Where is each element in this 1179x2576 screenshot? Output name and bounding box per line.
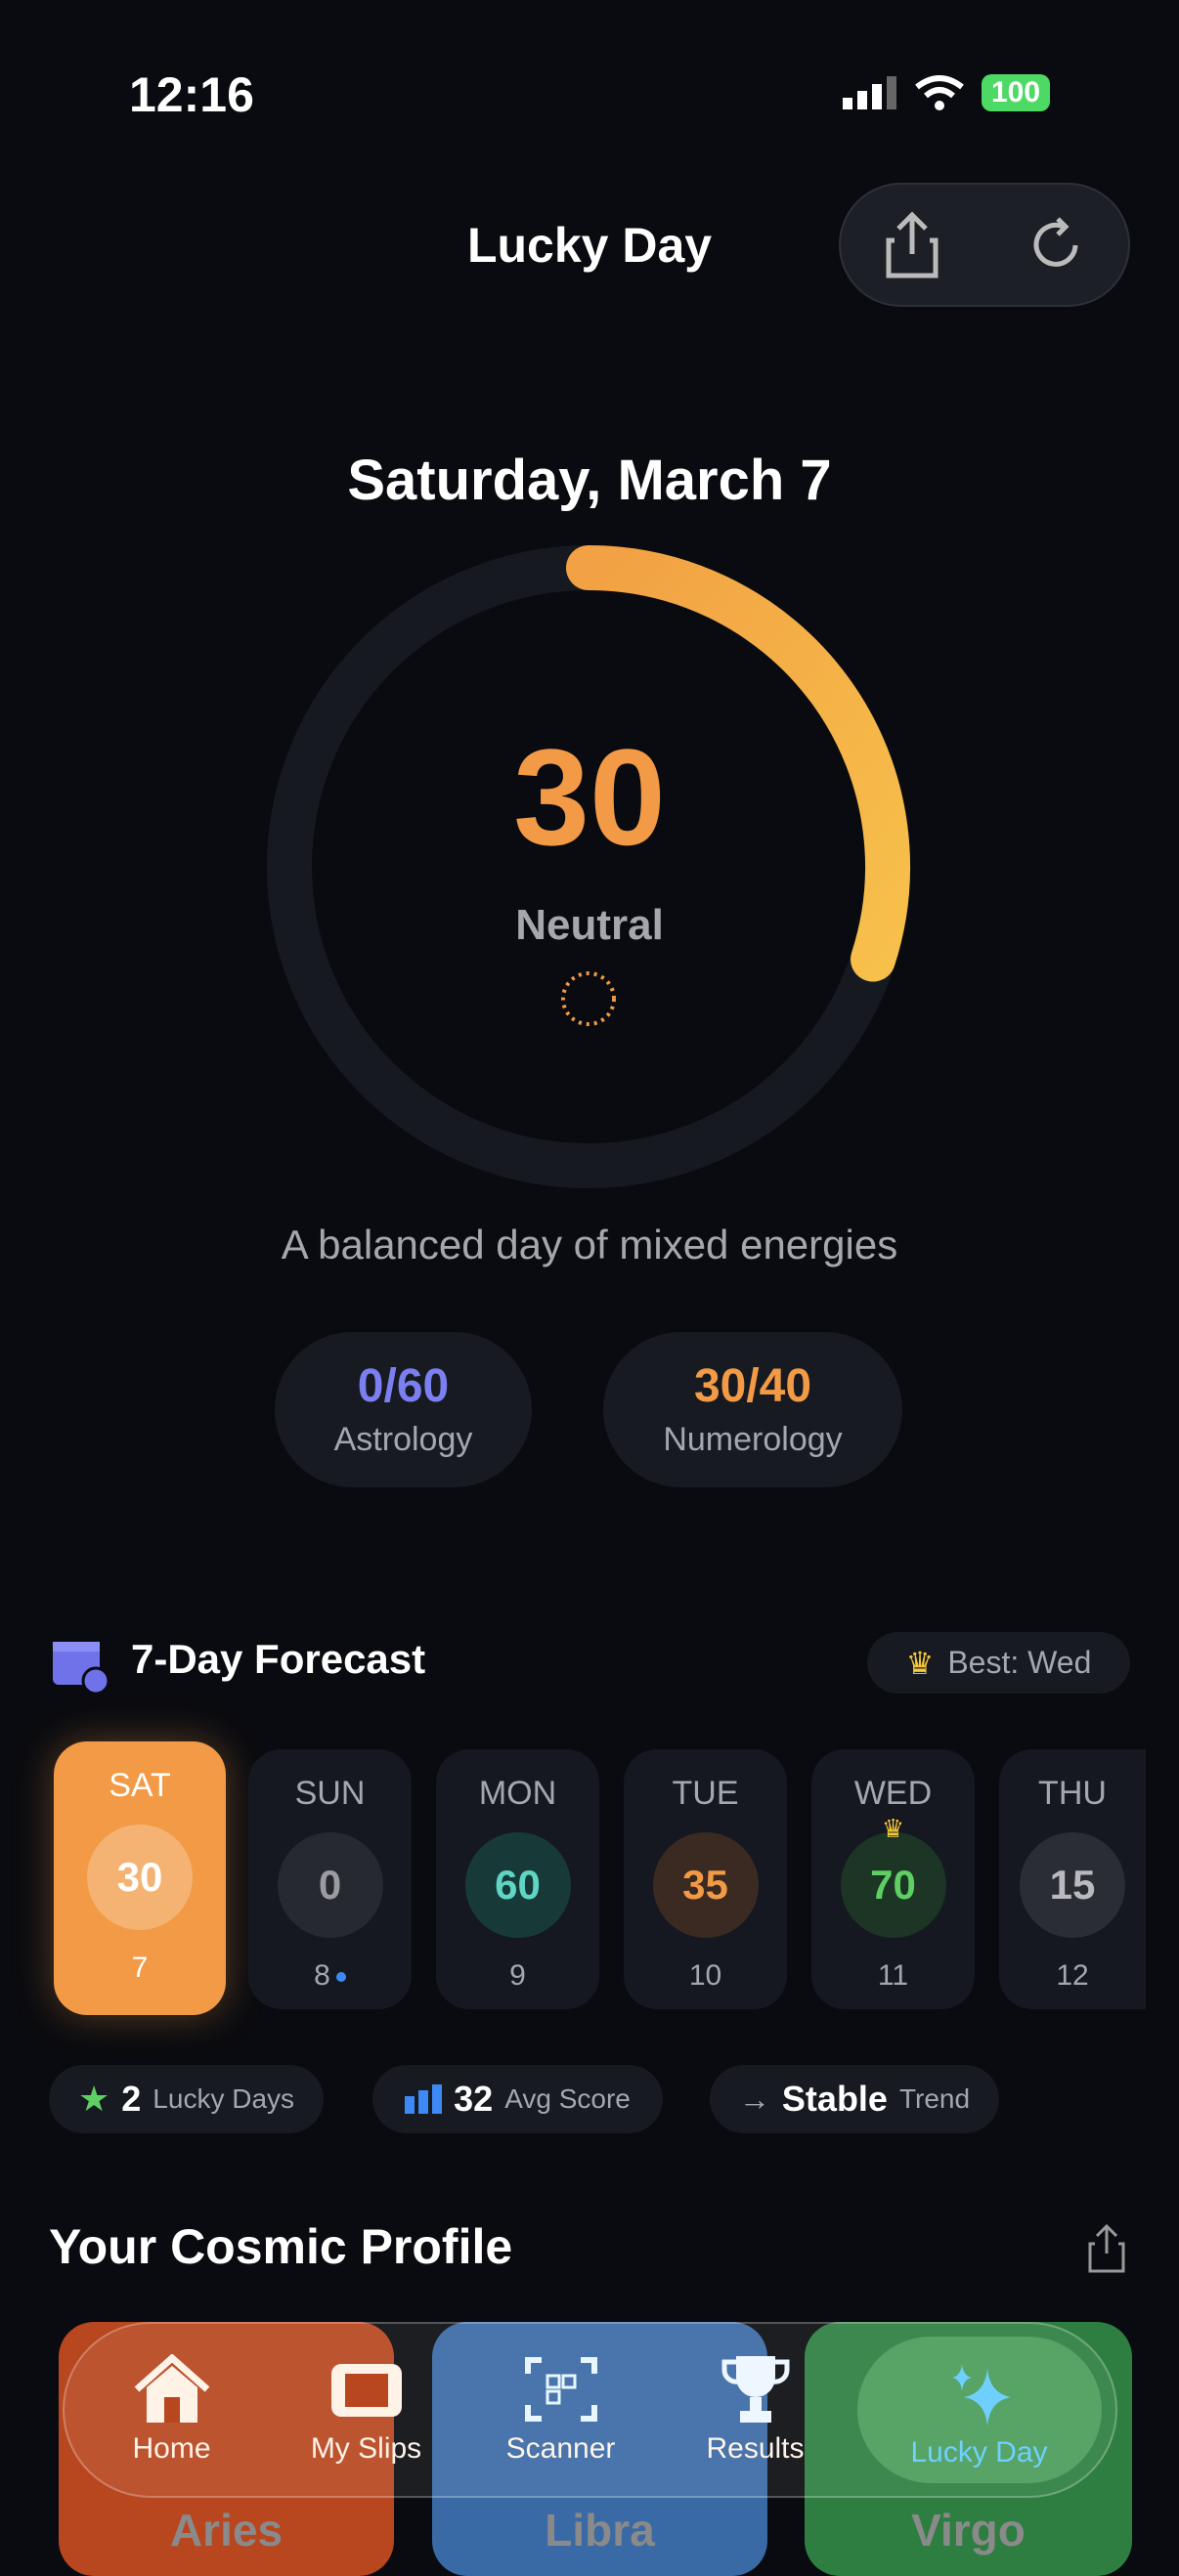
header-actions bbox=[839, 183, 1130, 307]
forecast-day-wed[interactable]: WED ♛ 70 11 bbox=[811, 1749, 975, 2009]
astrology-label: Astrology bbox=[333, 1421, 473, 1458]
mood-label: Neutral bbox=[515, 901, 664, 949]
calendar-icon bbox=[53, 1642, 110, 1695]
trophy-icon bbox=[720, 2356, 790, 2423]
stat-avg-score: 32 Avg Score bbox=[372, 2065, 663, 2133]
best-day-label: Best: Wed bbox=[947, 1645, 1092, 1680]
stat-label: Trend bbox=[898, 2083, 971, 2114]
status-icons: 100 bbox=[843, 74, 1051, 111]
ring-progress bbox=[566, 545, 910, 982]
score-value: 30 bbox=[513, 720, 666, 874]
day-date: 11 bbox=[877, 1959, 909, 1992]
day-date: 10 bbox=[688, 1959, 722, 1992]
bar-chart-icon bbox=[405, 2084, 443, 2114]
stat-trend: → Stable Trend bbox=[710, 2065, 999, 2133]
sparkles-icon bbox=[951, 2364, 1011, 2426]
page-title: Lucky Day bbox=[466, 218, 713, 273]
status-time: 12:16 bbox=[129, 67, 254, 122]
day-score: 0 bbox=[277, 1832, 383, 1938]
loading-circle-icon bbox=[561, 971, 616, 1026]
day-date: 8 bbox=[248, 1959, 412, 1993]
stat-label: Avg Score bbox=[504, 2083, 631, 2114]
forecast-day-sat[interactable]: SAT 30 7 bbox=[54, 1741, 226, 2015]
today-date: Saturday, March 7 bbox=[347, 449, 832, 512]
numerology-label: Numerology bbox=[663, 1421, 843, 1458]
forecast-day-thu[interactable]: THU 15 12 bbox=[999, 1749, 1146, 2009]
sign-name: Aries bbox=[169, 2505, 284, 2555]
day-score: 30 bbox=[87, 1825, 193, 1930]
astrology-score: 0/60 Astrology bbox=[275, 1332, 532, 1487]
signal-icon bbox=[843, 76, 896, 109]
numerology-score: 30/40 Numerology bbox=[603, 1332, 902, 1487]
tab-my-slips[interactable]: My Slips bbox=[274, 2337, 459, 2483]
day-date: 9 bbox=[509, 1959, 526, 1992]
day-date: 12 bbox=[1056, 1959, 1089, 1992]
profile-card-aries[interactable]: Aries bbox=[59, 2322, 394, 2576]
day-name: SAT bbox=[109, 1767, 171, 1804]
share-button[interactable] bbox=[883, 210, 941, 279]
astrology-value: 0/60 bbox=[357, 1360, 450, 1412]
stat-lucky-days: ★ 2 Lucky Days bbox=[49, 2065, 324, 2133]
forecast-day-sun[interactable]: SUN 0 8 bbox=[248, 1749, 412, 2009]
day-name: WED bbox=[853, 1775, 933, 1812]
forecast-day-tue[interactable]: TUE 35 10 bbox=[624, 1749, 787, 2009]
day-score: 35 bbox=[652, 1832, 759, 1938]
day-name: SUN bbox=[294, 1775, 366, 1812]
sign-name: Virgo bbox=[911, 2505, 1026, 2555]
stat-value: 32 bbox=[454, 2079, 494, 2119]
tab-label: Lucky Day bbox=[910, 2436, 1048, 2469]
profile-share-button[interactable] bbox=[1087, 2224, 1126, 2273]
day-tagline: A balanced day of mixed energies bbox=[281, 1222, 898, 1267]
star-icon: ★ bbox=[77, 2079, 110, 2119]
stat-label: Lucky Days bbox=[153, 2083, 295, 2114]
day-name: MON bbox=[478, 1775, 557, 1812]
tab-bar: Home My Slips Scanner Results Lucky Day bbox=[63, 2322, 1117, 2498]
forecast-title: 7-Day Forecast bbox=[131, 1636, 426, 1682]
battery-badge: 100 bbox=[982, 74, 1051, 111]
ticket-icon bbox=[330, 2364, 402, 2417]
numerology-value: 30/40 bbox=[693, 1360, 812, 1412]
best-day-badge: ♛ Best: Wed bbox=[867, 1632, 1130, 1694]
sign-name: Libra bbox=[545, 2505, 655, 2555]
day-score: 60 bbox=[464, 1832, 571, 1938]
tab-scanner[interactable]: Scanner bbox=[468, 2337, 654, 2483]
qr-scanner-icon bbox=[524, 2357, 597, 2422]
forecast-day-mon[interactable]: MON 60 9 bbox=[436, 1749, 599, 2009]
tab-label: Scanner bbox=[505, 2432, 616, 2465]
tab-results[interactable]: Results bbox=[663, 2337, 849, 2483]
profile-title: Your Cosmic Profile bbox=[49, 2219, 513, 2274]
tab-home[interactable]: Home bbox=[79, 2337, 265, 2483]
stat-value: Stable bbox=[781, 2079, 888, 2119]
day-score: 70 bbox=[840, 1832, 946, 1938]
tab-label: Results bbox=[706, 2432, 805, 2465]
day-name: THU bbox=[1038, 1775, 1107, 1812]
day-score: 15 bbox=[1020, 1832, 1125, 1938]
stat-value: 2 bbox=[121, 2079, 142, 2119]
crown-icon: ♛ bbox=[881, 1814, 905, 1843]
score-ring bbox=[267, 545, 910, 1188]
tab-label: Home bbox=[132, 2432, 211, 2465]
day-date: 7 bbox=[131, 1952, 149, 1984]
dot-indicator bbox=[335, 1972, 346, 1983]
wifi-icon bbox=[915, 75, 964, 110]
home-icon bbox=[134, 2354, 209, 2423]
day-name: TUE bbox=[672, 1775, 739, 1812]
crown-icon: ♛ bbox=[905, 1645, 935, 1681]
profile-card-libra[interactable]: Libra bbox=[432, 2322, 767, 2576]
refresh-button[interactable] bbox=[1025, 214, 1087, 277]
tab-lucky-day[interactable]: Lucky Day bbox=[856, 2337, 1102, 2483]
arrow-right-icon: → bbox=[738, 2081, 770, 2117]
tab-label: My Slips bbox=[310, 2432, 422, 2465]
